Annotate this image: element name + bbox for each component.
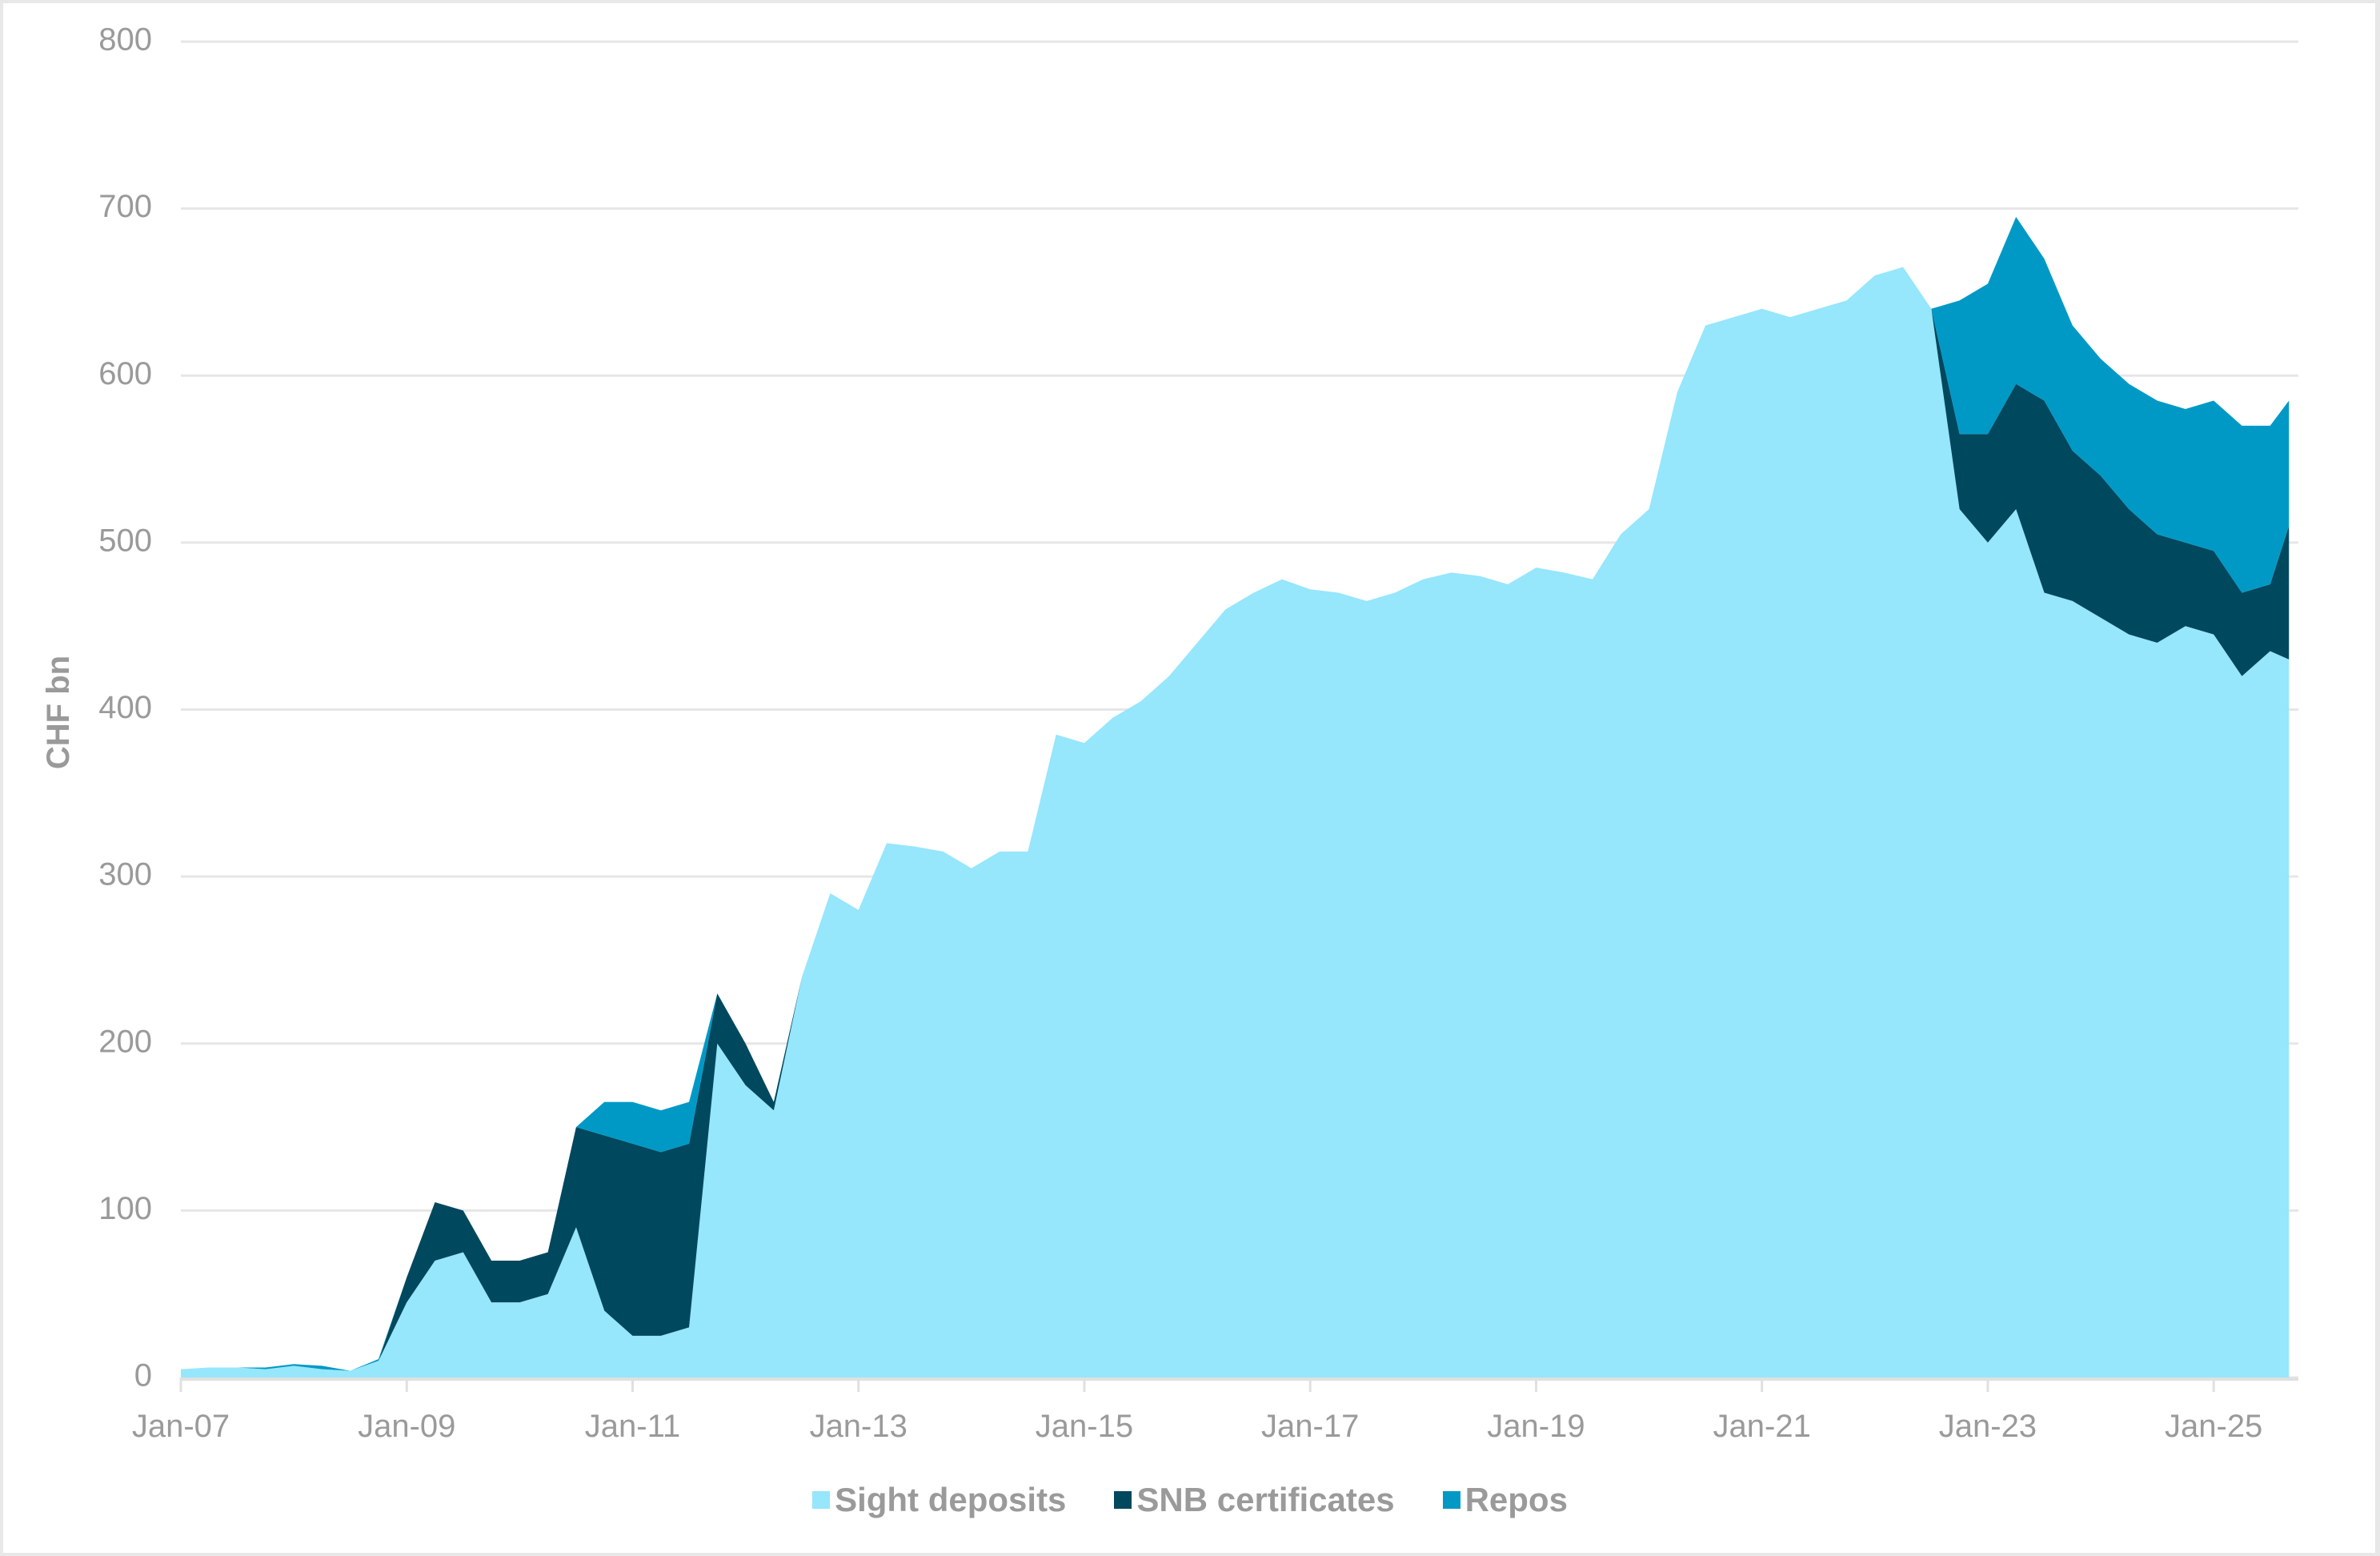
y-tick-label: 400 — [98, 690, 152, 725]
x-tick-label: Jan-11 — [585, 1409, 680, 1444]
y-tick-label: 100 — [98, 1191, 152, 1226]
x-tick-label: Jan-13 — [810, 1409, 908, 1444]
legend-item-sight-deposits: Sight deposits — [812, 1481, 1066, 1519]
x-tick-label: Jan-23 — [1939, 1409, 2037, 1444]
area-snb-certificates — [181, 267, 2290, 1371]
legend-item-snb-certificates: SNB certificates — [1114, 1481, 1395, 1519]
area-sight-deposits — [181, 267, 2290, 1378]
y-tick-label: 300 — [98, 857, 152, 892]
legend-label: Sight deposits — [835, 1481, 1067, 1518]
legend: Sight deposits SNB certificates Repos — [0, 1481, 2380, 1519]
x-tick-label: Jan-17 — [1261, 1409, 1359, 1444]
x-tick-label: Jan-07 — [132, 1409, 230, 1444]
x-tick-label: Jan-25 — [2165, 1409, 2262, 1444]
y-tick-label: 0 — [134, 1358, 152, 1394]
data-areas — [181, 217, 2290, 1378]
legend-label: SNB certificates — [1136, 1481, 1395, 1518]
y-axis-ticks: 0 100 200 300 400 500 600 700 800 — [98, 22, 152, 1394]
y-tick-label: 700 — [98, 189, 152, 224]
x-tick-label: Jan-19 — [1487, 1409, 1585, 1444]
x-axis: Jan-07 Jan-09 Jan-11 Jan-13 Jan-15 Jan-17 Jan-… — [132, 1378, 2298, 1444]
x-tick-label: Jan-15 — [1036, 1409, 1133, 1444]
legend-swatch-snb-certificates — [1114, 1491, 1132, 1509]
legend-label: Repos — [1464, 1481, 1568, 1518]
legend-swatch-sight-deposits — [812, 1491, 831, 1509]
y-tick-label: 200 — [98, 1024, 152, 1059]
y-tick-label: 500 — [98, 523, 152, 558]
legend-item-repos: Repos — [1442, 1481, 1568, 1519]
y-axis-label: CHF bn — [41, 656, 76, 769]
x-tick-label: Jan-21 — [1713, 1409, 1811, 1444]
y-tick-label: 800 — [98, 22, 152, 58]
legend-swatch-repos — [1442, 1491, 1460, 1509]
area-repos — [181, 217, 2290, 1371]
y-tick-label: 600 — [98, 356, 152, 391]
x-tick-label: Jan-09 — [358, 1409, 455, 1444]
